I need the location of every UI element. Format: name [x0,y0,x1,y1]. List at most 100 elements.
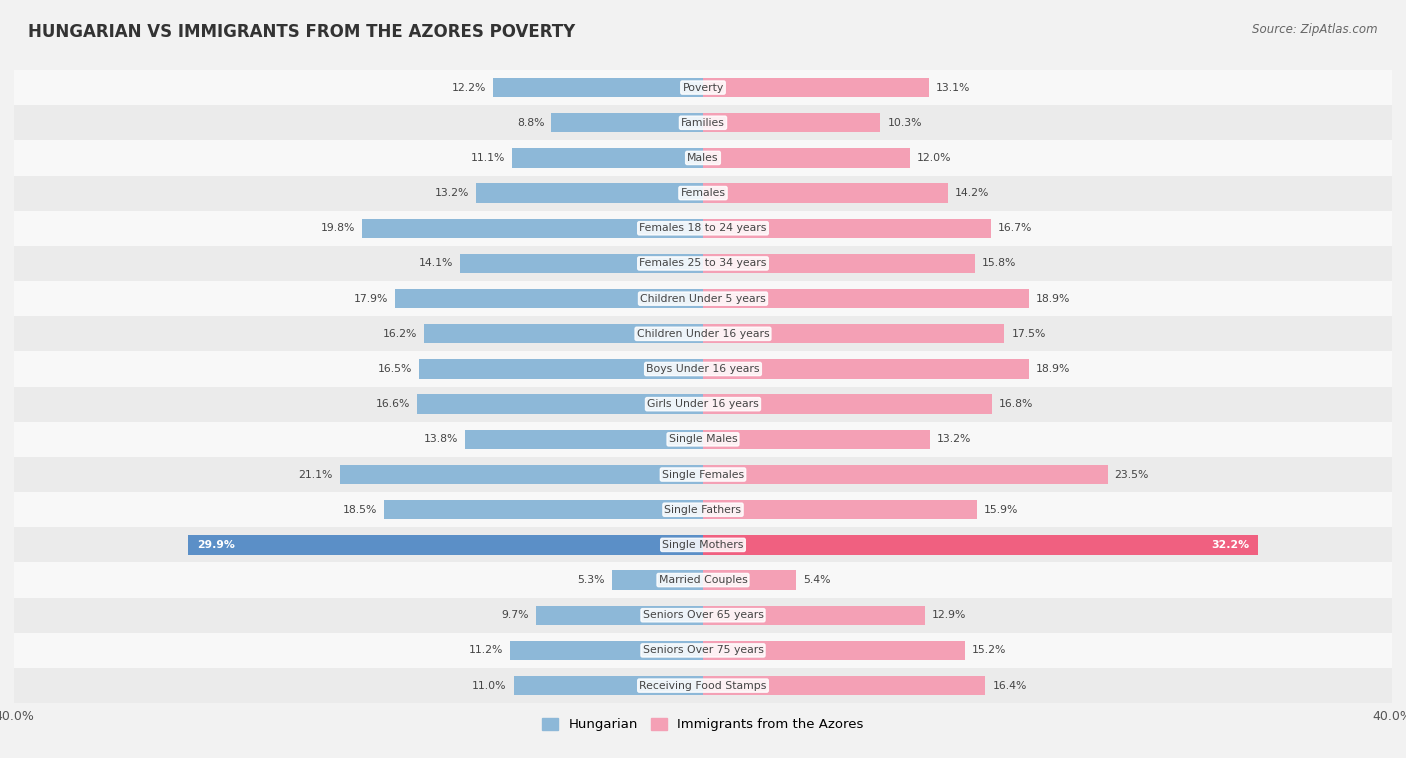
Bar [460,254,703,273]
Bar [703,359,1029,379]
Bar [14,528,1392,562]
Text: HUNGARIAN VS IMMIGRANTS FROM THE AZORES POVERTY: HUNGARIAN VS IMMIGRANTS FROM THE AZORES … [28,23,575,41]
Bar [14,387,1392,421]
Bar [512,149,703,168]
Bar [551,113,703,133]
Bar [14,105,1392,140]
Bar [703,676,986,695]
Text: 13.8%: 13.8% [425,434,458,444]
Text: 16.4%: 16.4% [993,681,1026,691]
Bar [475,183,703,203]
Text: 15.2%: 15.2% [972,645,1007,656]
Bar [494,78,703,97]
Text: 13.2%: 13.2% [434,188,468,198]
Text: 5.4%: 5.4% [803,575,831,585]
Text: Single Females: Single Females [662,469,744,480]
Text: Families: Families [681,117,725,128]
Text: 29.9%: 29.9% [197,540,235,550]
Bar [703,535,1257,555]
Bar [14,597,1392,633]
Bar [384,500,703,519]
Bar [703,324,1004,343]
Text: Single Males: Single Males [669,434,737,444]
Text: 32.2%: 32.2% [1211,540,1249,550]
Text: 14.2%: 14.2% [955,188,988,198]
Text: 16.2%: 16.2% [382,329,418,339]
Bar [703,78,928,97]
Text: Females: Females [681,188,725,198]
Legend: Hungarian, Immigrants from the Azores: Hungarian, Immigrants from the Azores [537,713,869,737]
Bar [14,352,1392,387]
Bar [703,149,910,168]
Text: 13.2%: 13.2% [938,434,972,444]
Bar [14,316,1392,352]
Bar [14,246,1392,281]
Text: Children Under 5 years: Children Under 5 years [640,293,766,304]
Bar [703,394,993,414]
Bar [703,465,1108,484]
Text: 18.5%: 18.5% [343,505,377,515]
Bar [703,218,991,238]
Text: Females 18 to 24 years: Females 18 to 24 years [640,224,766,233]
Bar [14,281,1392,316]
Bar [536,606,703,625]
Bar [14,211,1392,246]
Text: 12.0%: 12.0% [917,153,950,163]
Bar [612,570,703,590]
Text: 12.2%: 12.2% [451,83,486,92]
Text: Receiving Food Stamps: Receiving Food Stamps [640,681,766,691]
Text: 23.5%: 23.5% [1115,469,1149,480]
Bar [703,641,965,660]
Bar [703,289,1029,309]
Text: 16.8%: 16.8% [1000,399,1033,409]
Bar [703,570,796,590]
Text: 10.3%: 10.3% [887,117,922,128]
Text: 12.9%: 12.9% [932,610,966,620]
Bar [703,500,977,519]
Bar [188,535,703,555]
Text: 15.9%: 15.9% [984,505,1018,515]
Bar [425,324,703,343]
Bar [703,606,925,625]
Bar [14,421,1392,457]
Text: 14.1%: 14.1% [419,258,453,268]
Bar [703,113,880,133]
Text: Children Under 16 years: Children Under 16 years [637,329,769,339]
Bar [703,254,976,273]
Bar [14,562,1392,597]
Bar [340,465,703,484]
Bar [14,633,1392,668]
Text: 16.6%: 16.6% [375,399,411,409]
Bar [419,359,703,379]
Bar [513,676,703,695]
Text: 13.1%: 13.1% [935,83,970,92]
Text: 16.5%: 16.5% [378,364,412,374]
Text: 8.8%: 8.8% [517,117,544,128]
Text: Poverty: Poverty [682,83,724,92]
Text: 11.0%: 11.0% [472,681,506,691]
Text: 19.8%: 19.8% [321,224,356,233]
Bar [361,218,703,238]
Bar [465,430,703,449]
Text: Single Fathers: Single Fathers [665,505,741,515]
Text: Girls Under 16 years: Girls Under 16 years [647,399,759,409]
Text: Source: ZipAtlas.com: Source: ZipAtlas.com [1253,23,1378,36]
Text: 16.7%: 16.7% [997,224,1032,233]
Bar [14,176,1392,211]
Text: 17.9%: 17.9% [353,293,388,304]
Text: 9.7%: 9.7% [502,610,529,620]
Bar [14,457,1392,492]
Bar [14,492,1392,528]
Bar [418,394,703,414]
Text: Married Couples: Married Couples [658,575,748,585]
Bar [14,668,1392,703]
Bar [510,641,703,660]
Text: 11.2%: 11.2% [468,645,503,656]
Text: 18.9%: 18.9% [1035,293,1070,304]
Text: Seniors Over 65 years: Seniors Over 65 years [643,610,763,620]
Text: 18.9%: 18.9% [1035,364,1070,374]
Text: 17.5%: 17.5% [1011,329,1046,339]
Text: Males: Males [688,153,718,163]
Bar [14,140,1392,176]
Text: Single Mothers: Single Mothers [662,540,744,550]
